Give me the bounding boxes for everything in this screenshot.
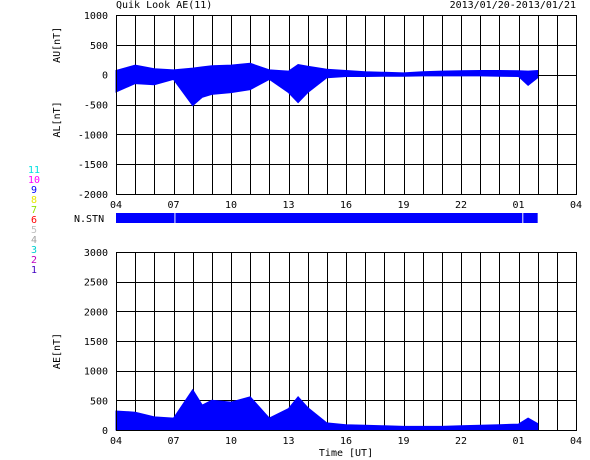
ae-ytick-label: 2500 <box>84 278 108 289</box>
ae-xtick-label: 04 <box>570 436 582 447</box>
aual-xtick-label: 16 <box>340 200 352 211</box>
station-legend-item: 9 <box>31 185 37 196</box>
ae-xtick-label: 22 <box>455 436 467 447</box>
aual-xtick-label: 19 <box>397 200 409 211</box>
aual-xtick-label: 01 <box>512 200 524 211</box>
chart-title: Quik Look AE(11) <box>116 0 213 11</box>
ae-xtick-label: 04 <box>110 436 122 447</box>
ae-plot-frame <box>116 252 577 431</box>
station-legend-item: 11 <box>28 165 40 176</box>
ae-xtick-label: 01 <box>512 436 524 447</box>
aual-xtick-label: 10 <box>225 200 237 211</box>
aual-ytick-label: -1000 <box>78 130 108 141</box>
ae-xtick-label: 19 <box>397 436 409 447</box>
ae-ytick-label: 0 <box>102 426 108 437</box>
ae-xtick-label: 10 <box>225 436 237 447</box>
ae-ytick-label: 2000 <box>84 307 108 318</box>
station-legend-item: 10 <box>28 175 40 186</box>
ae-axis-label: AE[nT] <box>52 333 63 369</box>
al-axis-label: AL[nT] <box>52 101 63 137</box>
ae-series-area <box>115 388 539 431</box>
ae-ytick-label: 3000 <box>84 248 108 259</box>
au-al-series-area <box>115 62 539 107</box>
aual-xtick-label: 07 <box>167 200 179 211</box>
ae-xtick-label: 16 <box>340 436 352 447</box>
aual-xtick-label: 22 <box>455 200 467 211</box>
ae-xtick-label: 13 <box>282 436 294 447</box>
aual-xtick-label: 13 <box>282 200 294 211</box>
nstn-segment <box>175 213 523 223</box>
aual-ytick-label: 0 <box>102 71 108 82</box>
nstn-label: N.STN <box>74 214 104 225</box>
station-legend-item: 2 <box>31 255 37 266</box>
aual-ytick-label: 1000 <box>84 11 108 22</box>
station-legend-item: 5 <box>31 225 37 236</box>
aual-plot-frame <box>116 15 577 195</box>
aual-ytick-label: -1500 <box>78 160 108 171</box>
station-legend-item: 7 <box>31 205 37 216</box>
date-range: 2013/01/20-2013/01/21 <box>449 0 576 11</box>
nstn-segment <box>523 213 538 223</box>
aual-ytick-label: -500 <box>84 101 108 112</box>
x-axis-label: Time [UT] <box>319 448 373 459</box>
ae-ytick-label: 1500 <box>84 337 108 348</box>
au-axis-label: AU[nT] <box>52 27 63 63</box>
aual-xtick-label: 04 <box>110 200 122 211</box>
station-legend-item: 4 <box>31 235 37 246</box>
station-legend-item: 3 <box>31 245 37 256</box>
ae-xtick-label: 07 <box>167 436 179 447</box>
aual-ytick-label: -2000 <box>78 190 108 201</box>
nstn-segment <box>116 213 175 223</box>
station-legend-item: 8 <box>31 195 37 206</box>
aual-xtick-label: 04 <box>570 200 582 211</box>
ae-ytick-label: 1000 <box>84 367 108 378</box>
ae-ytick-label: 500 <box>90 396 108 407</box>
aual-ytick-label: 500 <box>90 41 108 52</box>
station-legend-item: 6 <box>31 215 37 226</box>
station-legend-item: 1 <box>31 265 37 276</box>
